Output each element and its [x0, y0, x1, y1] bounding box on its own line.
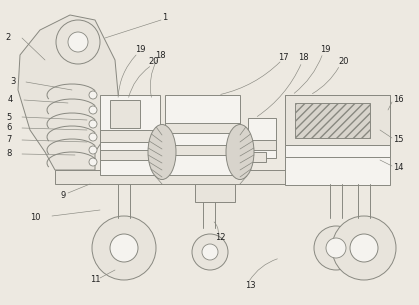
Circle shape [110, 234, 138, 262]
Text: 7: 7 [6, 135, 11, 145]
Text: 3: 3 [10, 77, 16, 87]
Text: 4: 4 [8, 95, 13, 105]
Text: 20: 20 [338, 58, 349, 66]
Circle shape [326, 238, 346, 258]
Circle shape [68, 32, 88, 52]
Text: 17: 17 [278, 53, 289, 63]
Bar [100, 130, 160, 142]
Text: 2: 2 [5, 34, 10, 42]
Ellipse shape [148, 124, 176, 180]
Bar [295, 103, 370, 138]
Circle shape [192, 234, 228, 270]
Bar [195, 184, 235, 202]
Bar [165, 145, 240, 155]
Text: 8: 8 [6, 149, 11, 159]
Bar [100, 95, 160, 175]
Text: 16: 16 [393, 95, 403, 105]
Text: 11: 11 [90, 275, 101, 285]
Circle shape [89, 146, 97, 154]
Circle shape [89, 106, 97, 114]
Text: 13: 13 [245, 281, 256, 289]
Bar [165, 95, 240, 175]
Text: 12: 12 [215, 234, 225, 242]
Circle shape [92, 216, 156, 280]
Text: 18: 18 [155, 51, 166, 59]
Circle shape [314, 226, 358, 270]
Circle shape [56, 20, 100, 64]
Text: 15: 15 [393, 135, 403, 145]
Circle shape [89, 158, 97, 166]
Circle shape [350, 234, 378, 262]
Circle shape [89, 120, 97, 128]
Text: 19: 19 [320, 45, 331, 55]
Text: 10: 10 [30, 214, 41, 223]
Bar [55, 170, 380, 184]
Ellipse shape [226, 124, 254, 180]
Bar [248, 152, 266, 162]
Text: 14: 14 [393, 163, 403, 173]
Bar [110, 100, 140, 128]
Text: 20: 20 [148, 58, 158, 66]
Circle shape [89, 133, 97, 141]
Text: 18: 18 [298, 53, 309, 63]
Bar [285, 95, 390, 185]
Text: 1: 1 [162, 13, 167, 23]
Text: 9: 9 [60, 191, 65, 199]
Bar [100, 150, 160, 160]
Bar [248, 140, 276, 150]
Circle shape [89, 91, 97, 99]
Bar [248, 118, 276, 158]
Circle shape [202, 244, 218, 260]
Bar [165, 123, 240, 133]
Text: 5: 5 [6, 113, 11, 121]
Bar [285, 145, 390, 157]
Bar [285, 95, 390, 145]
Polygon shape [18, 15, 120, 170]
Text: 6: 6 [6, 124, 11, 132]
Circle shape [332, 216, 396, 280]
Text: 19: 19 [135, 45, 145, 55]
